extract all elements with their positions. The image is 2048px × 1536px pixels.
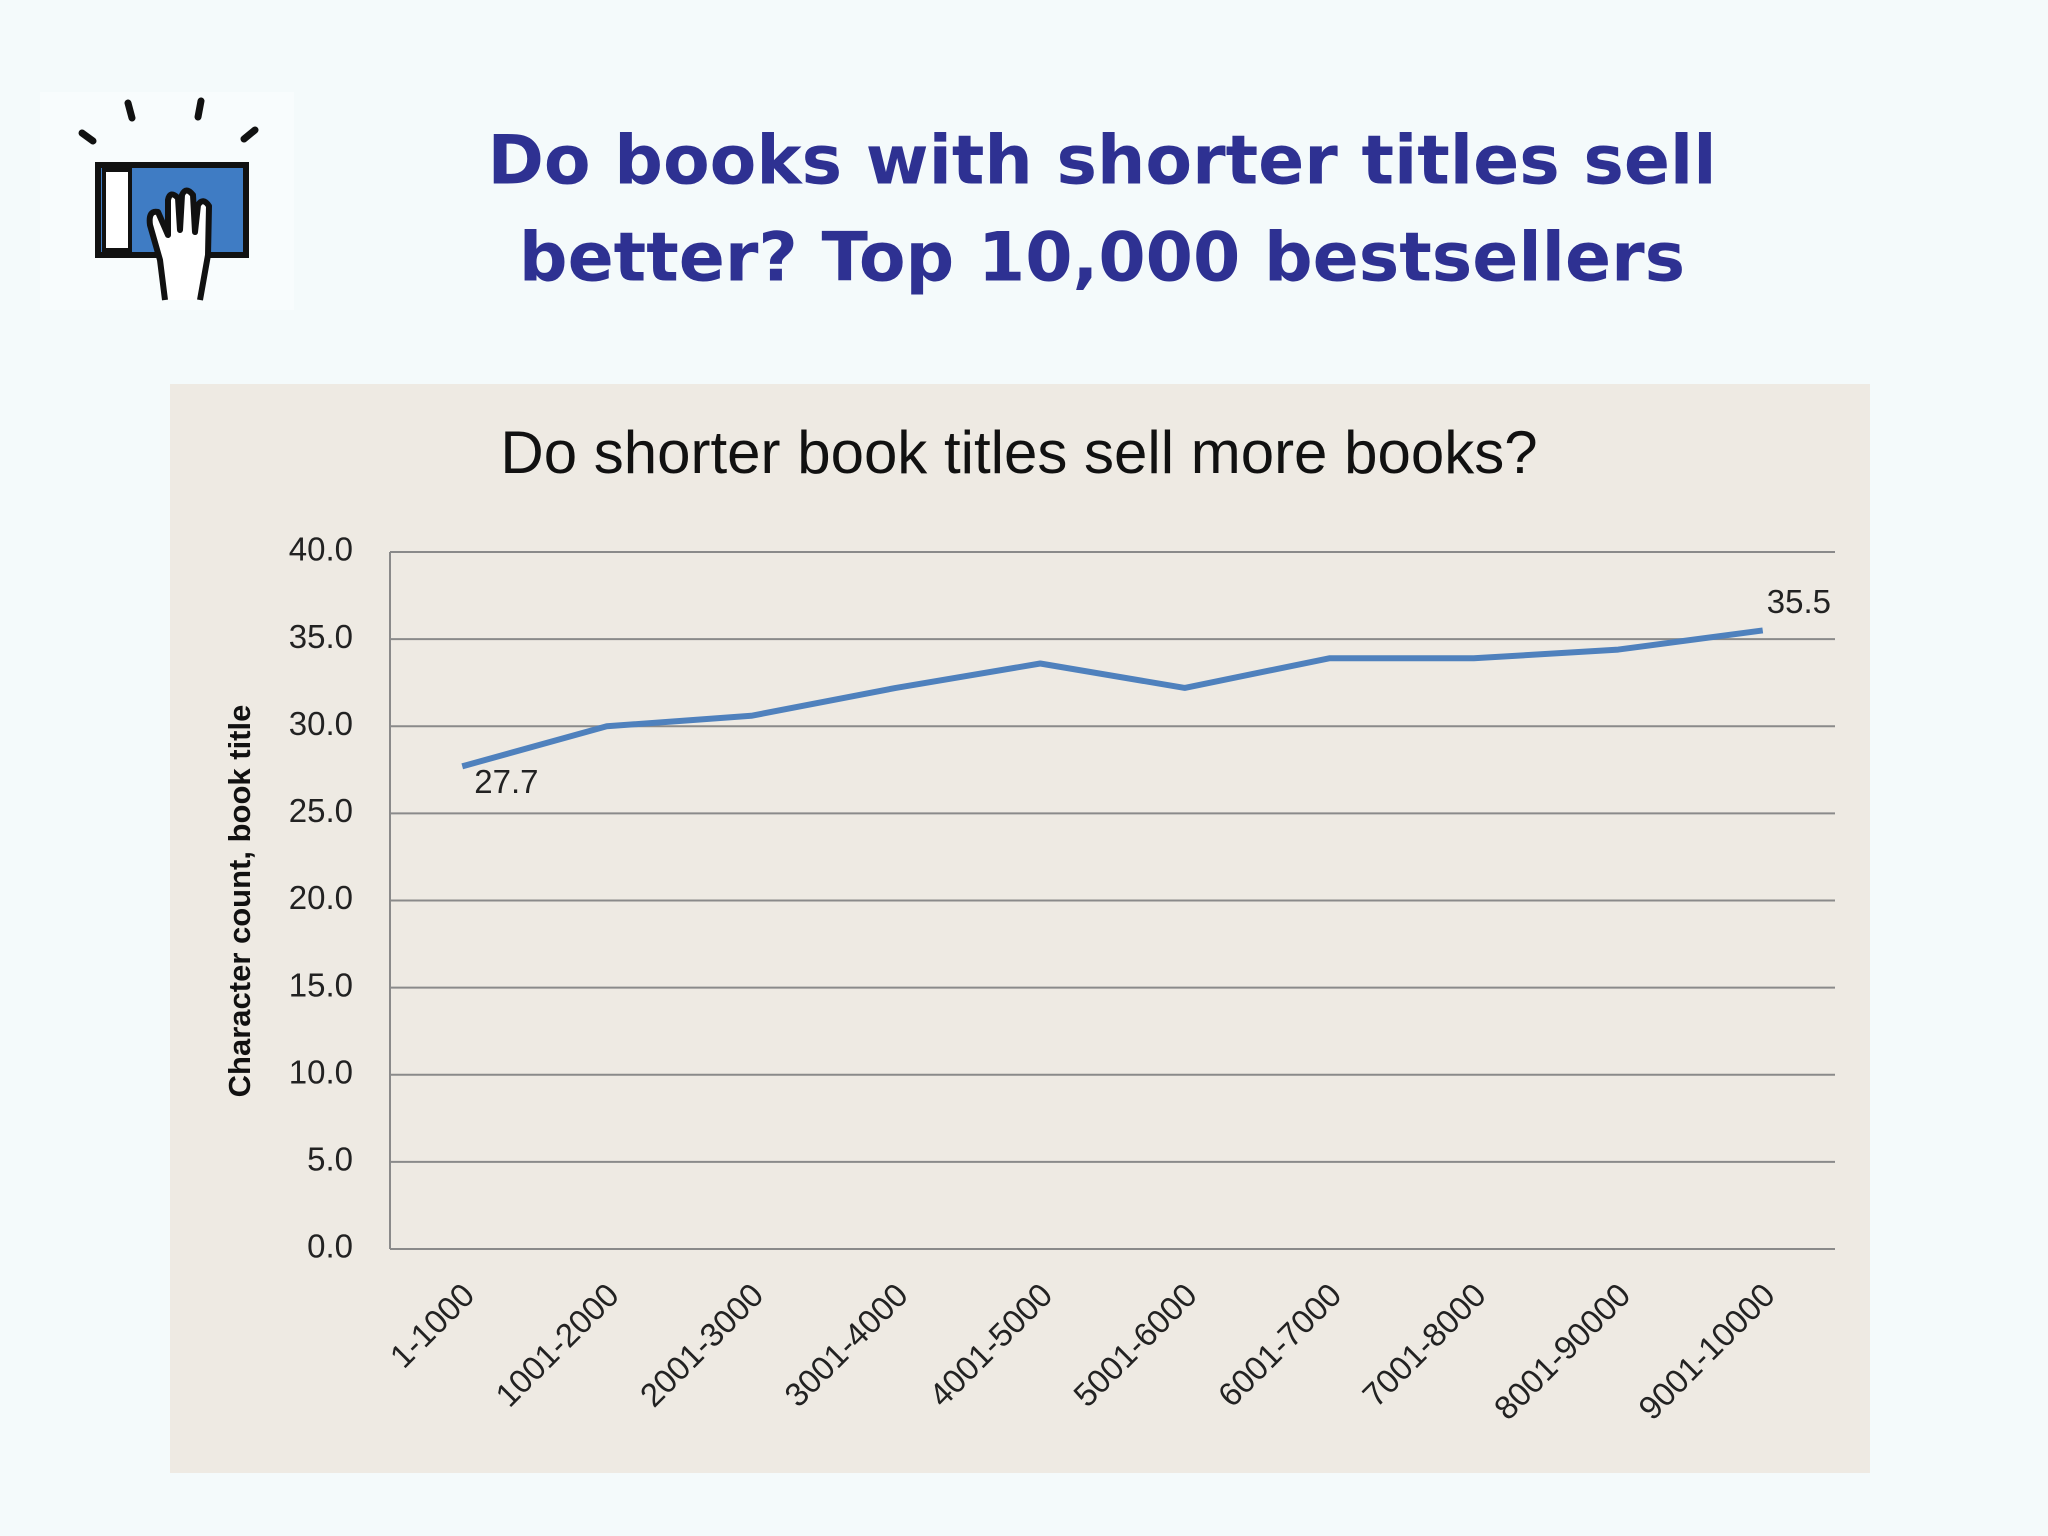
slide-title-line: better? Top 10,000 bestsellers [519,219,1685,298]
slide-title-line: Do books with shorter titles sell [487,122,1716,201]
book-icon [40,92,294,310]
y-tick-label: 5.0 [307,1141,353,1178]
data-label: 27.7 [474,763,538,800]
chart-title: Do shorter book titles sell more books? [500,419,1537,486]
data-line [461,627,1764,770]
y-tick-label: 30.0 [289,705,353,742]
y-tick-label: 40.0 [289,531,353,568]
chart-panel [170,384,1870,1473]
y-tick-label: 35.0 [289,618,353,655]
y-tick-label: 10.0 [289,1053,353,1090]
y-tick-label: 0.0 [307,1228,353,1265]
y-tick-label: 25.0 [289,792,353,829]
data-label: 35.5 [1767,583,1831,620]
y-tick-label: 20.0 [289,879,353,916]
y-tick-label: 15.0 [289,966,353,1003]
y-axis-label: Character count, book title [222,705,257,1098]
